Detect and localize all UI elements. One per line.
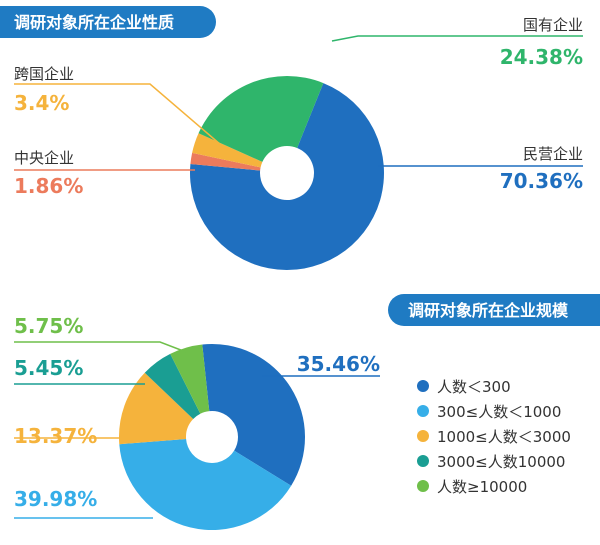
- chart-title-bg: [0, 6, 216, 38]
- slice-value-2: 39.98%: [14, 487, 97, 511]
- legend-label-5: 人数≥10000: [437, 478, 527, 496]
- legend-marker-3: [417, 430, 429, 442]
- slice-label-3: 跨国企业: [14, 65, 74, 83]
- legend-label-3: 1000≤人数＜3000: [437, 428, 571, 446]
- chart-title-bg: [388, 294, 600, 326]
- pie-slice-4: [190, 152, 261, 171]
- slice-value-5: 5.75%: [14, 314, 83, 338]
- legend-marker-4: [417, 455, 429, 467]
- slice-value-1: 35.46%: [297, 352, 380, 376]
- pie-slice-4: [144, 353, 201, 420]
- slice-label-2: 国有企业: [523, 16, 583, 34]
- leader-line-3: [14, 83, 229, 152]
- legend-label-1: 人数＜300: [437, 378, 511, 396]
- legend-marker-5: [417, 480, 429, 492]
- pie-slice-1: [202, 344, 305, 486]
- slice-value-1: 70.36%: [500, 169, 583, 193]
- legend-marker-1: [417, 380, 429, 392]
- leader-line-2: [331, 35, 583, 42]
- pie-slice-2: [119, 439, 292, 530]
- slice-value-4: 5.45%: [14, 356, 83, 380]
- slice-value-4: 1.86%: [14, 174, 83, 198]
- slice-value-3: 13.37%: [14, 424, 97, 448]
- pie-slice-1: [190, 83, 384, 270]
- pie-slice-3: [119, 372, 194, 445]
- slice-value-3: 3.4%: [14, 91, 69, 115]
- slice-label-1: 民营企业: [523, 145, 583, 163]
- legend-label-4: 3000≤人数10000: [437, 453, 565, 471]
- chart-title: 调研对象所在企业性质: [14, 13, 174, 32]
- slice-value-2: 24.38%: [500, 45, 583, 69]
- leader-line-5: [14, 341, 187, 353]
- pie-slice-5: [170, 344, 210, 414]
- legend-marker-2: [417, 405, 429, 417]
- slice-label-4: 中央企业: [14, 149, 74, 167]
- pie-slice-2: [198, 76, 324, 162]
- enterprise-scale-chart: 调研对象所在企业规模 35.46% 39.98% 13.37% 5.45% 5.75% 人数…: [14, 294, 600, 530]
- legend-label-2: 300≤人数＜1000: [437, 403, 561, 421]
- chart-title: 调研对象所在企业规模: [408, 301, 569, 320]
